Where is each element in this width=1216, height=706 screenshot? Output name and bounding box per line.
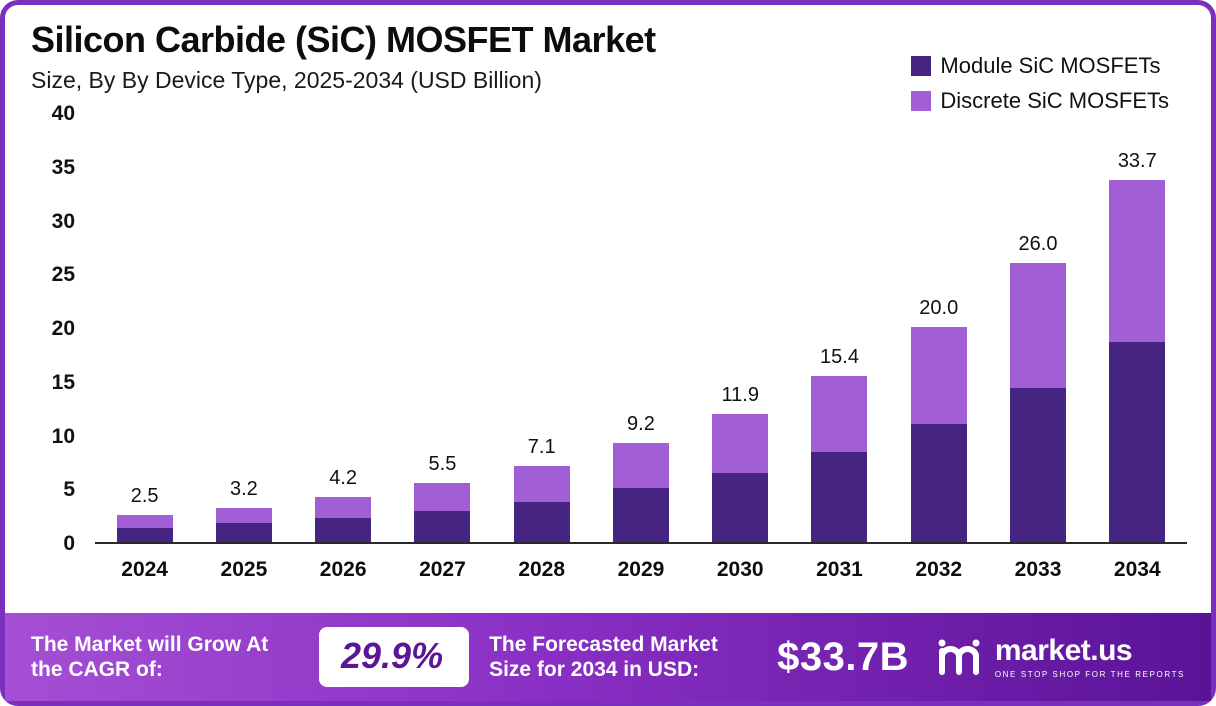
- x-axis-label: 2027: [419, 558, 466, 581]
- bar-total-label: 2.5: [130, 485, 159, 508]
- bar-column: 11.9 2030: [691, 114, 790, 581]
- x-axis-label: 2024: [121, 558, 168, 581]
- bar-segment-discrete: [414, 482, 471, 511]
- bar-segment-module: [712, 473, 769, 542]
- x-axis-label: 2026: [319, 558, 367, 581]
- bar-total-label: 33.7: [1117, 149, 1157, 172]
- bar-segment-discrete: [1109, 179, 1166, 343]
- bar-total-label: 26.0: [1018, 232, 1058, 255]
- footer-banner: The Market will Grow At the CAGR of: 29.…: [5, 613, 1211, 701]
- bar-segment-discrete: [712, 414, 769, 474]
- y-tick-label: 35: [51, 155, 75, 179]
- bar-segment-module: [513, 502, 570, 542]
- bar-segment-discrete: [1010, 262, 1067, 389]
- marketus-logo-icon: [935, 631, 983, 684]
- bar-column: 2.5 2024: [95, 114, 194, 581]
- y-tick-label: 40: [51, 102, 75, 125]
- x-axis-label: 2025: [220, 558, 268, 581]
- bar-segment-module: [811, 451, 868, 542]
- brand-text: market.us ONE STOP SHOP FOR THE REPORTS: [994, 633, 1185, 679]
- bar-segment-discrete: [811, 376, 868, 452]
- y-tick-label: 25: [51, 263, 75, 287]
- bar-column: 15.4 2031: [790, 114, 889, 581]
- bar-segment-module: [315, 518, 372, 542]
- x-axis-label: 2032: [915, 558, 963, 581]
- bar-column: 9.2 2029: [591, 114, 690, 581]
- bar-total-label: 4.2: [329, 466, 358, 489]
- bar-segment-module: [612, 488, 669, 542]
- bar-column: 33.7 2034: [1088, 114, 1187, 581]
- chart-header: Silicon Carbide (SiC) MOSFET Market Size…: [5, 5, 1211, 113]
- legend-label-discrete: Discrete SiC MOSFETs: [940, 88, 1169, 113]
- brand-tagline: ONE STOP SHOP FOR THE REPORTS: [994, 669, 1185, 679]
- bar-total-label: 15.4: [820, 346, 859, 369]
- forecast-label: The Forecasted Market Size for 2034 in U…: [489, 632, 718, 681]
- bar-column: 3.2 2025: [194, 114, 293, 581]
- y-tick-label: 5: [63, 478, 75, 502]
- brand-block: market.us ONE STOP SHOP FOR THE REPORTS: [935, 631, 1185, 684]
- bar-column: 5.5 2027: [393, 114, 492, 581]
- bar-chart: 0 5 10 15 20 25 30 35 40 2.5 2024 3.2 2025 4.2 2026 5.…: [15, 96, 1201, 596]
- x-axis-label: 2031: [816, 558, 863, 581]
- cagr-label: The Market will Grow At the CAGR of:: [31, 632, 269, 681]
- bar-segment-discrete: [315, 496, 372, 519]
- bar-total-label: 9.2: [627, 413, 655, 436]
- x-axis-label: 2034: [1113, 558, 1161, 581]
- bar-segment-discrete: [910, 327, 967, 424]
- bar-total-label: 20.0: [919, 297, 959, 319]
- bar-column: 20.0 2032: [889, 114, 988, 581]
- x-axis-label: 2029: [617, 558, 665, 581]
- legend-label-module: Module SiC MOSFETs: [940, 53, 1161, 78]
- y-tick-label: 10: [51, 424, 75, 448]
- bar-total-label: 3.2: [229, 477, 258, 500]
- bar-segment-module: [910, 423, 967, 542]
- bar-total-label: 11.9: [721, 384, 759, 407]
- bar-segment-module: [116, 528, 173, 542]
- y-tick-label: 0: [63, 532, 75, 555]
- bar-segment-module: [1109, 342, 1166, 542]
- brand-name: market.us: [994, 633, 1133, 667]
- bar-segment-module: [215, 522, 272, 542]
- x-axis-label: 2028: [518, 558, 566, 581]
- bar-segment-module: [1010, 388, 1067, 542]
- y-tick-label: 30: [51, 209, 75, 233]
- forecast-value: $33.7B: [777, 634, 910, 679]
- bar-segment-discrete: [513, 465, 570, 503]
- bar-segment-module: [414, 510, 471, 542]
- bar-total-label: 7.1: [527, 435, 556, 458]
- bar-segment-discrete: [612, 443, 669, 489]
- legend-item-module: Module SiC MOSFETs: [911, 53, 1169, 79]
- plot-area: 2.5 2024 3.2 2025 4.2 2026 5.5 2027 7.1 2028 9.2 20…: [95, 114, 1187, 581]
- bar-column: 4.2 2026: [294, 114, 393, 581]
- page-subtitle: Size, By By Device Type, 2025-2034 (USD …: [31, 67, 542, 93]
- legend-item-discrete: Discrete SiC MOSFETs: [911, 88, 1169, 114]
- bar-segment-discrete: [116, 515, 173, 529]
- bar-column: 7.1 2028: [492, 114, 591, 581]
- bar-total-label: 5.5: [428, 452, 457, 475]
- y-tick-label: 15: [51, 370, 75, 394]
- cagr-value-badge: 29.9%: [319, 627, 470, 687]
- bar-segment-discrete: [215, 507, 272, 523]
- page-title: Silicon Carbide (SiC) MOSFET Market: [31, 19, 656, 60]
- legend: Module SiC MOSFETs Discrete SiC MOSFETs: [911, 53, 1169, 114]
- legend-swatch-discrete: [911, 91, 932, 111]
- x-axis-label: 2030: [716, 558, 764, 581]
- x-axis-label: 2033: [1014, 558, 1062, 581]
- legend-swatch-module: [911, 56, 932, 76]
- bar-column: 26.0 2033: [988, 114, 1087, 581]
- y-tick-label: 20: [51, 317, 75, 340]
